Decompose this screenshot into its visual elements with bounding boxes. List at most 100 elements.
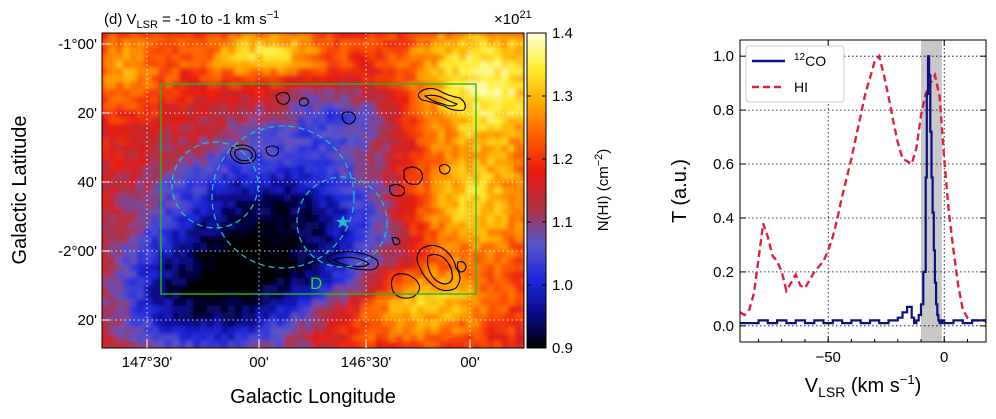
heatmap-cell — [207, 215, 215, 223]
heatmap-cell — [368, 117, 376, 125]
heatmap-cell — [193, 47, 201, 55]
heatmap-cell — [368, 159, 376, 167]
heatmap-cell — [326, 103, 334, 111]
heatmap-cell — [361, 47, 369, 55]
heatmap-cell — [137, 96, 145, 104]
heatmap-cell — [200, 173, 208, 181]
heatmap-cell — [221, 229, 229, 237]
heatmap-cell — [340, 194, 348, 202]
heatmap-cell — [291, 236, 299, 244]
heatmap-cell — [109, 271, 117, 279]
heatmap-cell — [270, 229, 278, 237]
heatmap-cell — [375, 131, 383, 139]
heatmap-cell — [361, 89, 369, 97]
heatmap-cell — [389, 173, 397, 181]
heatmap-cell — [214, 61, 222, 69]
heatmap-cell — [221, 131, 229, 139]
heatmap-cell — [487, 229, 495, 237]
heatmap-cell — [256, 33, 264, 41]
heatmap-cell — [123, 40, 131, 48]
heatmap-cell — [354, 61, 362, 69]
heatmap-cell — [459, 320, 467, 328]
heatmap-cell — [242, 313, 250, 321]
heatmap-cell — [417, 96, 425, 104]
heatmap-cell — [424, 96, 432, 104]
heatmap-cell — [326, 341, 334, 348]
heatmap-cell — [242, 299, 250, 307]
heatmap-cell — [291, 40, 299, 48]
heatmap-cell — [438, 103, 446, 111]
heatmap-cell — [431, 271, 439, 279]
heatmap-cell — [508, 124, 516, 132]
heatmap-cell — [235, 208, 243, 216]
heatmap-cell — [501, 292, 509, 300]
heatmap-cell — [438, 89, 446, 97]
heatmap-cell — [172, 110, 180, 118]
heatmap-cell — [158, 82, 166, 90]
heatmap-cell — [305, 201, 313, 209]
heatmap-cell — [396, 306, 404, 314]
heatmap-cell — [158, 54, 166, 62]
heatmap-cell — [417, 103, 425, 111]
heatmap-cell — [151, 166, 159, 174]
heatmap-cell — [270, 271, 278, 279]
heatmap-cell — [319, 159, 327, 167]
heatmap-cell — [235, 124, 243, 132]
heatmap-cell — [123, 124, 131, 132]
heatmap-cell — [298, 96, 306, 104]
heatmap-cell — [235, 75, 243, 83]
heatmap-cell — [186, 173, 194, 181]
heatmap-cell — [459, 75, 467, 83]
heatmap-cell — [186, 341, 194, 348]
heatmap-cell — [452, 166, 460, 174]
heatmap-cell — [494, 250, 502, 258]
heatmap-cell — [179, 180, 187, 188]
heatmap-cell — [480, 180, 488, 188]
heatmap-cell — [459, 145, 467, 153]
heatmap-cell — [277, 299, 285, 307]
heatmap-cell — [151, 243, 159, 251]
heatmap-cell — [235, 110, 243, 118]
heatmap-cell — [137, 201, 145, 209]
heatmap-cell — [382, 145, 390, 153]
heatmap-cell — [207, 96, 215, 104]
heatmap-cell — [347, 299, 355, 307]
heatmap-cell — [487, 292, 495, 300]
heatmap-cell — [375, 103, 383, 111]
heatmap-cell — [389, 82, 397, 90]
heatmap-cell — [116, 68, 124, 76]
heatmap-cell — [319, 306, 327, 314]
heatmap-cell — [326, 40, 334, 48]
heatmap-cell — [452, 75, 460, 83]
heatmap-cell — [130, 187, 138, 195]
heatmap-cell — [347, 222, 355, 230]
heatmap-cell — [508, 82, 516, 90]
heatmap-cell — [186, 166, 194, 174]
heatmap-cell — [473, 292, 481, 300]
heatmap-cell — [102, 334, 110, 342]
heatmap-cell — [438, 47, 446, 55]
heatmap-cell — [116, 82, 124, 90]
heatmap-cell — [256, 313, 264, 321]
heatmap-cell — [172, 278, 180, 286]
heatmap-cell — [102, 194, 110, 202]
heatmap-cell — [319, 173, 327, 181]
heatmap-cell — [515, 313, 523, 321]
heatmap-cell — [396, 103, 404, 111]
heatmap-cell — [333, 89, 341, 97]
heatmap-cell — [417, 117, 425, 125]
heatmap-cell — [312, 229, 320, 237]
heatmap-cell — [515, 131, 523, 139]
heatmap-cell — [431, 243, 439, 251]
heatmap-cell — [298, 271, 306, 279]
heatmap-cell — [102, 173, 110, 181]
heatmap-cell — [214, 236, 222, 244]
heatmap-cell — [270, 341, 278, 348]
heatmap-cell — [130, 201, 138, 209]
heatmap-cell — [375, 320, 383, 328]
heatmap-cell — [249, 243, 257, 251]
heatmap-cell — [235, 194, 243, 202]
heatmap-cell — [186, 82, 194, 90]
heatmap-cell — [221, 250, 229, 258]
heatmap-cell — [368, 124, 376, 132]
